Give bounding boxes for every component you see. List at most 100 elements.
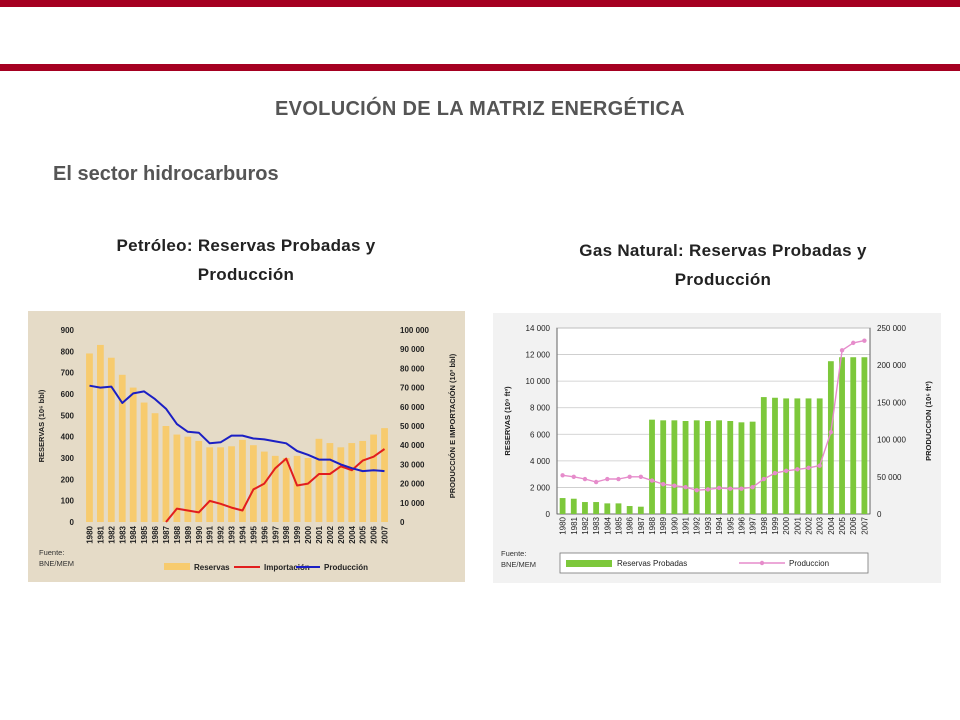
series-point-produccion bbox=[571, 474, 576, 479]
bar-1981 bbox=[570, 498, 577, 514]
series-point-produccion bbox=[728, 486, 733, 491]
x-tick-label: 1983 bbox=[592, 516, 601, 534]
x-tick-label: 2006 bbox=[849, 516, 858, 534]
bar-1992 bbox=[217, 447, 224, 522]
x-tick-label: 1986 bbox=[626, 516, 635, 534]
x-tick-label: 2003 bbox=[816, 516, 825, 534]
bar-1992 bbox=[693, 420, 700, 514]
x-tick-label: 2006 bbox=[370, 525, 379, 543]
series-point-produccion bbox=[582, 476, 588, 482]
x-tick-label: 1990 bbox=[670, 516, 679, 534]
series-point-produccion bbox=[750, 485, 755, 490]
x-tick-label: 1981 bbox=[96, 525, 105, 543]
legend-label-produccion: Produccion bbox=[789, 559, 829, 568]
series-point-produccion bbox=[616, 476, 621, 482]
source-label: Fuente: bbox=[501, 549, 526, 558]
bar-1985 bbox=[140, 402, 148, 522]
y-left-tick-label: 2 000 bbox=[530, 483, 551, 492]
bar-2001 bbox=[315, 438, 323, 522]
top-accent-bar bbox=[0, 0, 960, 7]
series-point-produccion bbox=[660, 482, 666, 487]
plot-area bbox=[556, 327, 871, 515]
bar-2006 bbox=[850, 357, 857, 514]
y-right-tick-label: 100 000 bbox=[877, 436, 906, 445]
y-right-tick-label: 30 000 bbox=[400, 460, 425, 469]
bar-1987 bbox=[637, 506, 644, 514]
x-tick-label: 1980 bbox=[559, 516, 568, 534]
y-right-tick-label: 10 000 bbox=[400, 499, 425, 508]
y-right-tick-label: 70 000 bbox=[400, 384, 425, 393]
y-left-tick-label: 4 000 bbox=[530, 457, 551, 466]
source-value: BNE/MEM bbox=[501, 560, 536, 569]
x-tick-label: 1980 bbox=[85, 525, 94, 543]
bar-1996 bbox=[738, 422, 745, 514]
y-right-tick-label: 150 000 bbox=[877, 398, 906, 407]
x-tick-label: 1991 bbox=[682, 516, 691, 534]
series-line-producción bbox=[89, 384, 385, 473]
x-tick-label: 1985 bbox=[140, 525, 149, 543]
bar-1997 bbox=[749, 421, 756, 514]
bar-1980 bbox=[559, 498, 566, 514]
bar-1994 bbox=[716, 420, 722, 514]
x-tick-label: 1982 bbox=[581, 516, 590, 534]
section-title: El sector hidrocarburos bbox=[53, 163, 279, 185]
y-left-tick-label: 0 bbox=[546, 510, 551, 519]
x-tick-label: 1983 bbox=[118, 525, 127, 543]
series-line-produccion bbox=[562, 339, 865, 491]
y-left-tick-label: 600 bbox=[61, 390, 75, 399]
legend-box bbox=[559, 552, 869, 574]
gas-legend: Reservas Probadas Produccion bbox=[559, 552, 869, 574]
bar-2006 bbox=[370, 434, 377, 522]
y-right-tick-label: 50 000 bbox=[400, 422, 425, 431]
x-tick-label: 2007 bbox=[381, 525, 390, 543]
y-right-tick-label: 0 bbox=[400, 518, 405, 527]
y-left-tick-label: 400 bbox=[61, 433, 75, 442]
bar-1982 bbox=[107, 357, 115, 522]
y-right-tick-label: 90 000 bbox=[400, 345, 425, 354]
x-tick-label: 1997 bbox=[749, 516, 758, 534]
y-right-tick-label: 100 000 bbox=[400, 326, 429, 335]
series-line-importación bbox=[165, 448, 386, 523]
bar-2007 bbox=[381, 428, 388, 522]
series-point-produccion bbox=[593, 479, 599, 485]
legend-marker-produccion bbox=[759, 560, 765, 566]
oil-chart-title-line2: Producción bbox=[197, 265, 295, 284]
bar-1998 bbox=[760, 397, 767, 514]
x-tick-label: 2002 bbox=[326, 525, 335, 543]
bar-1999 bbox=[293, 455, 301, 522]
bar-1990 bbox=[671, 420, 678, 514]
source-value: BNE/MEM bbox=[39, 559, 74, 568]
y-left-tick-label: 6 000 bbox=[530, 430, 551, 439]
bar-2005 bbox=[839, 357, 845, 514]
x-tick-label: 1987 bbox=[162, 525, 171, 543]
bar-1993 bbox=[228, 446, 235, 522]
y-right-tick-label: 80 000 bbox=[400, 364, 425, 373]
x-tick-label: 2001 bbox=[793, 516, 802, 534]
series-point-produccion bbox=[560, 473, 565, 478]
x-tick-label: 1986 bbox=[151, 525, 160, 543]
series-point-produccion bbox=[705, 487, 711, 492]
y-left-axis-title: RESERVAS (10⁶ bbl) bbox=[37, 389, 46, 462]
x-tick-label: 2000 bbox=[304, 525, 313, 543]
x-tick-label: 1984 bbox=[603, 516, 612, 534]
series-point-produccion bbox=[828, 429, 834, 435]
x-tick-label: 2004 bbox=[348, 525, 357, 543]
x-tick-label: 2005 bbox=[838, 516, 847, 534]
y-right-tick-label: 20 000 bbox=[400, 480, 425, 489]
y-left-tick-label: 10 000 bbox=[526, 377, 551, 386]
y-left-tick-label: 8 000 bbox=[530, 404, 551, 413]
y-left-tick-label: 100 bbox=[61, 497, 75, 506]
x-tick-label: 2000 bbox=[782, 516, 791, 534]
header-accent-bar bbox=[0, 64, 960, 71]
series-point-produccion bbox=[672, 483, 677, 488]
x-tick-label: 1987 bbox=[637, 516, 646, 534]
x-tick-label: 2005 bbox=[359, 525, 368, 543]
series-point-produccion bbox=[627, 474, 632, 479]
series-point-produccion bbox=[638, 474, 644, 479]
series-point-produccion bbox=[862, 338, 867, 343]
bar-2005 bbox=[359, 440, 367, 522]
y-left-tick-label: 700 bbox=[61, 369, 75, 378]
x-tick-label: 1984 bbox=[129, 525, 138, 543]
bar-2000 bbox=[783, 398, 790, 514]
x-tick-label: 1994 bbox=[238, 525, 247, 543]
